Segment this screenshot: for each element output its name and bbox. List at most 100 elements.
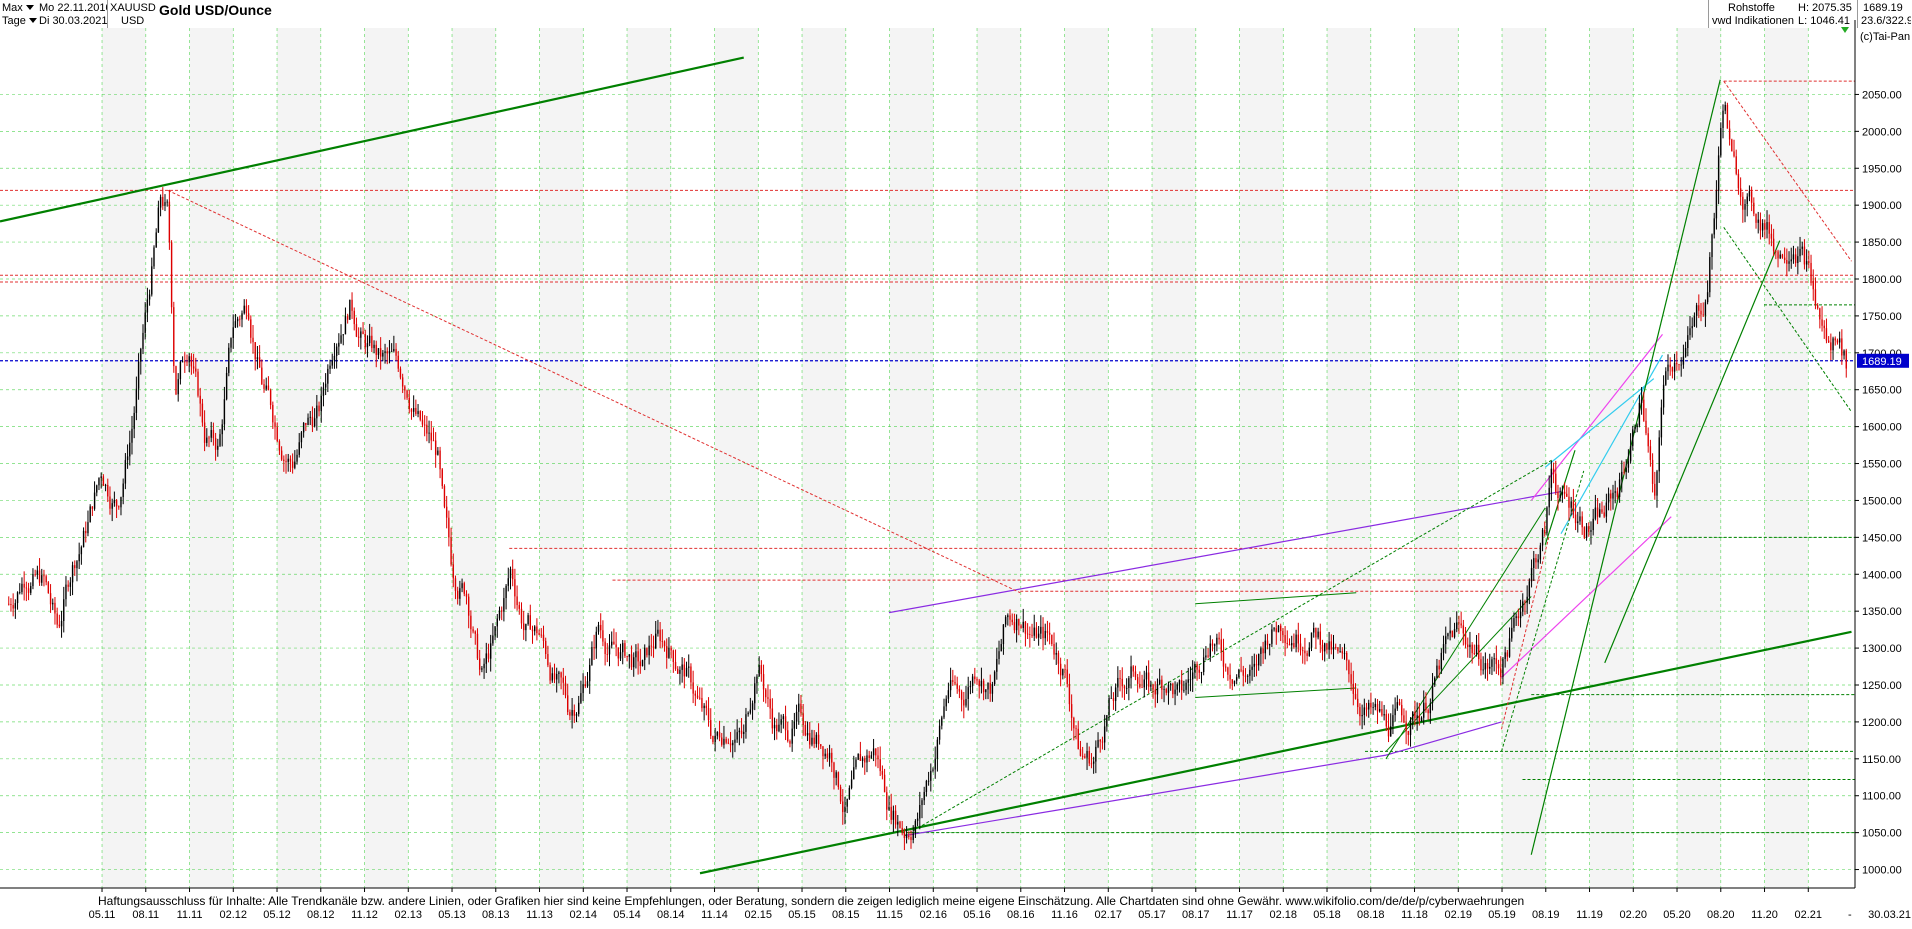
candle-body [740,730,743,734]
candle-body [743,731,745,734]
candle-body [833,762,835,778]
candle-body [1260,648,1262,654]
candle-body [1205,655,1207,658]
candle-body [93,492,96,509]
candle-body [551,673,553,681]
candle-body [575,714,578,716]
candle-body [265,385,267,389]
candle-body [1489,666,1491,669]
x-tick-label: 05.11 [89,909,116,921]
candle-body [1174,689,1176,695]
candle-body [1202,657,1205,673]
candle-body [1695,305,1698,316]
candle-body [1781,254,1784,258]
candle-body [1405,722,1407,731]
candle-body [602,630,604,642]
x-tick-label: 02.20 [1620,909,1648,921]
candle-body [952,680,954,682]
candle-body [956,683,958,689]
candle-body [872,748,875,756]
candle-body [694,693,697,696]
candle-body [142,332,144,349]
candle-body [1295,634,1297,648]
y-tick-label: 1550.00 [1862,459,1902,471]
candle-body [525,624,527,631]
candle-body [78,554,80,562]
candle-body [980,680,983,687]
candle-body [49,593,52,605]
candle-body [1709,257,1711,293]
candle-body [930,770,932,781]
candle-body [1337,647,1339,652]
candle-body [122,483,124,498]
candle-body [881,771,884,775]
y-tick-label: 2050.00 [1862,89,1902,101]
candle-body [1629,446,1632,462]
candle-body [245,305,248,314]
range-selector[interactable]: Max [2,2,37,15]
candle-body [448,517,450,538]
x-tick-label: 02.13 [395,909,423,921]
candle-body [8,603,10,605]
candle-body [421,419,424,425]
candle-body [1821,319,1823,326]
candle-body [1504,652,1506,659]
candle-body [1246,675,1249,677]
candle-body [223,399,226,425]
candle-body [1304,650,1306,654]
candle-body [960,691,963,700]
candle-body [531,629,534,632]
candle-body [313,418,316,427]
trend-line [1501,537,1550,730]
candle-body [311,416,314,427]
candle-body [1161,679,1163,690]
candle-body [1810,262,1812,281]
candle-body [333,355,336,361]
candle-body [1508,638,1511,657]
x-tick-label: 02.14 [570,909,598,921]
candle-body [1541,529,1544,546]
candle-body [1211,643,1214,646]
candle-body [1288,644,1291,646]
candle-body [1196,664,1198,670]
chart-title: Gold USD/Ounce [159,2,272,18]
candle-body [467,596,470,616]
candle-body [1548,487,1550,508]
candle-body [100,476,102,479]
y-tick-label: 1450.00 [1862,532,1902,544]
candle-body [1207,655,1209,657]
candle-body [947,690,950,699]
candle-body [1603,512,1605,517]
candle-body [1500,668,1502,677]
candle-body [1341,651,1344,654]
candle-body [1753,202,1755,214]
candle-body [1671,367,1674,372]
candle-body [1339,651,1341,652]
chevron-down-icon [25,5,34,11]
candle-body [1775,251,1777,253]
candle-body [74,565,76,569]
candle-body [1020,625,1022,628]
period-selector[interactable]: Tage [2,15,40,28]
candle-body [406,390,408,398]
candle-body [1555,473,1557,492]
candle-body [30,586,32,593]
candle-body [1031,634,1033,636]
candle-body [188,356,190,363]
candle-body [118,506,120,508]
candle-body [1702,314,1704,316]
candle-body [993,671,996,685]
candle-body [430,432,432,441]
candle-body [762,674,765,690]
candle-body [767,697,769,699]
candle-body [395,348,397,356]
candle-body [1607,493,1610,503]
candle-body [641,660,644,667]
candle-body [1682,356,1685,365]
scroll-arrow-icon[interactable] [1840,26,1850,34]
candle-body [1673,362,1676,372]
candle-body [393,348,395,352]
candle-body [56,613,58,625]
candle-body [721,737,723,745]
candle-body [1084,756,1086,758]
